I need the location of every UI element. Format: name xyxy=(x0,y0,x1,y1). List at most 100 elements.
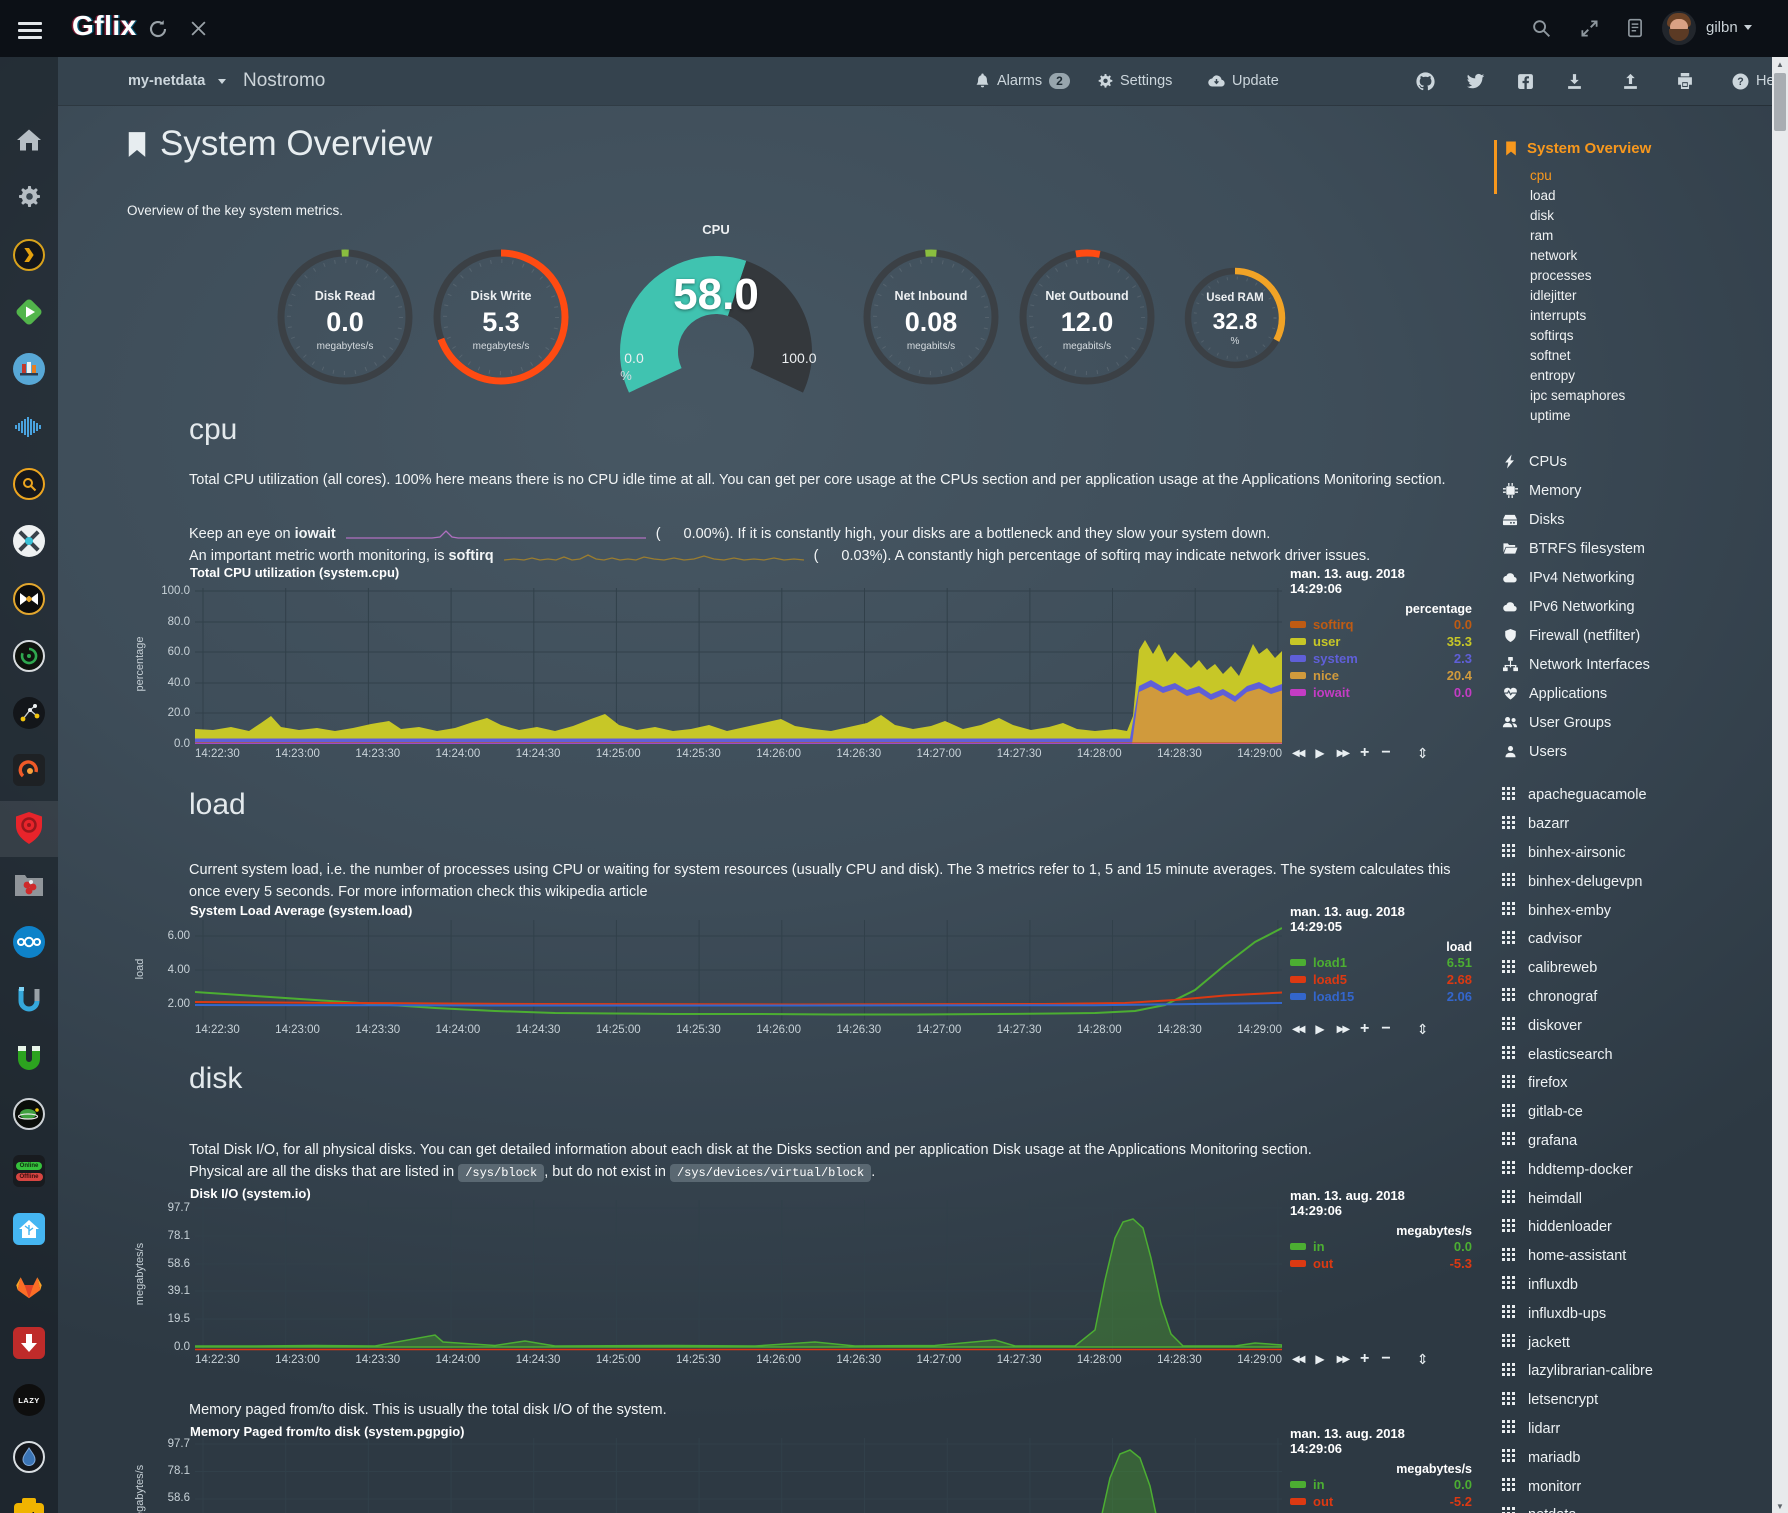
section-heading-disk[interactable]: disk xyxy=(189,1062,243,1095)
legend-entry[interactable]: in 0.0 xyxy=(1290,1238,1472,1255)
cpu-chart-plot[interactable] xyxy=(195,588,1282,744)
settings-gear-icon[interactable] xyxy=(11,179,47,215)
wikipedia-link[interactable]: this wikipedia article xyxy=(518,883,648,900)
search-icon[interactable] xyxy=(1532,19,1551,38)
menu-app-item[interactable]: binhex-emby xyxy=(1502,896,1776,925)
disk-chart-plot[interactable] xyxy=(195,1200,1282,1352)
fullscreen-icon[interactable] xyxy=(1580,19,1599,38)
menu-app-item[interactable]: apacheguacamole xyxy=(1502,781,1776,810)
menu-section-item[interactable]: Network Interfaces xyxy=(1502,650,1776,679)
library-icon[interactable] xyxy=(11,351,47,387)
menu-sub-item[interactable]: network xyxy=(1530,248,1578,263)
avatar[interactable] xyxy=(1662,11,1696,45)
sabnzbd-icon[interactable]: sab xyxy=(11,1497,47,1513)
load-chart-plot[interactable] xyxy=(195,920,1282,1020)
pan-backward-button[interactable]: ◀◀ xyxy=(1292,1353,1305,1365)
menu-sub-item[interactable]: entropy xyxy=(1530,368,1576,383)
turtle-app-icon[interactable] xyxy=(11,1096,47,1132)
menu-app-item[interactable]: monitorr xyxy=(1502,1472,1776,1501)
menu-app-item[interactable]: grafana xyxy=(1502,1127,1776,1156)
scroll-down-arrow[interactable]: ▼ xyxy=(1776,1501,1784,1511)
menu-app-item[interactable]: lazylibrarian-calibre xyxy=(1502,1357,1776,1386)
menu-section-system-overview[interactable]: System Overview xyxy=(1490,140,1776,157)
nextcloud-icon[interactable] xyxy=(11,924,47,960)
gitlab-icon[interactable] xyxy=(11,1268,47,1304)
twitter-button[interactable] xyxy=(1466,57,1485,105)
zoom-out-button[interactable]: − xyxy=(1381,1020,1391,1037)
menu-app-item[interactable]: elasticsearch xyxy=(1502,1040,1776,1069)
menu-app-item[interactable]: netdata xyxy=(1502,1501,1776,1513)
unifi-icon[interactable] xyxy=(11,982,47,1018)
app-title[interactable]: Gflix xyxy=(72,10,137,41)
menu-section-item[interactable]: Memory xyxy=(1502,476,1776,505)
monitorr-icon[interactable]: Online Offline xyxy=(11,1153,47,1189)
menu-app-item[interactable]: bazarr xyxy=(1502,810,1776,839)
pan-forward-button[interactable]: ▶▶ xyxy=(1336,1353,1350,1365)
resize-handle[interactable]: ⇕ xyxy=(1416,744,1429,761)
print-button[interactable] xyxy=(1676,57,1694,105)
menu-app-item[interactable]: mariadb xyxy=(1502,1443,1776,1472)
menu-app-item[interactable]: jackett xyxy=(1502,1328,1776,1357)
zoom-in-button[interactable]: + xyxy=(1360,744,1370,761)
menu-sub-item[interactable]: softirqs xyxy=(1530,328,1574,343)
home-icon[interactable] xyxy=(11,122,47,158)
menu-sub-item[interactable]: cpu xyxy=(1530,168,1552,183)
zoom-out-button[interactable]: − xyxy=(1381,1350,1391,1367)
changelog-icon[interactable] xyxy=(1626,18,1644,38)
legend-entry[interactable]: out -5.3 xyxy=(1290,1255,1472,1272)
menu-app-item[interactable]: binhex-delugevpn xyxy=(1502,867,1776,896)
legend-entry[interactable]: user 35.3 xyxy=(1290,633,1472,650)
menu-app-item[interactable]: gitlab-ce xyxy=(1502,1098,1776,1127)
section-heading-cpu[interactable]: cpu xyxy=(189,413,238,446)
menu-sub-item[interactable]: ram xyxy=(1530,228,1554,243)
update-button[interactable]: Update xyxy=(1208,57,1279,105)
pgpgio-chart-plot[interactable] xyxy=(195,1438,1282,1513)
zoom-out-button[interactable]: − xyxy=(1381,744,1391,761)
deluge-icon[interactable] xyxy=(11,1439,47,1475)
menu-section-item[interactable]: User Groups xyxy=(1502,708,1776,737)
play-button[interactable]: ▶ xyxy=(1315,1352,1325,1366)
plex-icon[interactable] xyxy=(11,237,47,273)
resize-handle[interactable]: ⇕ xyxy=(1416,1020,1429,1037)
pan-forward-button[interactable]: ▶▶ xyxy=(1336,1023,1350,1035)
hamburger-menu-icon[interactable] xyxy=(18,18,42,43)
magnet-icon[interactable] xyxy=(11,1039,47,1075)
menu-sub-item[interactable]: interrupts xyxy=(1530,308,1587,323)
scrollbar-thumb[interactable] xyxy=(1774,73,1786,131)
menu-sub-item[interactable]: processes xyxy=(1530,268,1592,283)
section-heading-load[interactable]: load xyxy=(189,788,246,821)
grapes-folder-icon[interactable] xyxy=(11,867,47,903)
menu-sub-item[interactable]: softnet xyxy=(1530,348,1571,363)
scrollbar[interactable]: ▲ ▼ xyxy=(1772,57,1788,1513)
menu-app-item[interactable]: chronograf xyxy=(1502,983,1776,1012)
refresh-icon[interactable] xyxy=(148,19,168,39)
menu-section-item[interactable]: CPUs xyxy=(1502,447,1776,476)
menu-section-item[interactable]: Users xyxy=(1502,737,1776,766)
user-menu[interactable]: gilbn xyxy=(1706,19,1752,37)
zoom-in-button[interactable]: + xyxy=(1360,1350,1370,1367)
settings-button[interactable]: Settings xyxy=(1098,57,1172,105)
home-assistant-icon[interactable] xyxy=(11,1211,47,1247)
netdata-server-dropdown[interactable]: my-netdata xyxy=(128,57,227,105)
menu-sub-item[interactable]: idlejitter xyxy=(1530,288,1577,303)
menu-app-item[interactable]: influxdb-ups xyxy=(1502,1299,1776,1328)
menu-app-item[interactable]: home-assistant xyxy=(1502,1242,1776,1271)
menu-section-item[interactable]: Applications xyxy=(1502,679,1776,708)
menu-section-item[interactable]: IPv6 Networking xyxy=(1502,592,1776,621)
menu-app-item[interactable]: letsencrypt xyxy=(1502,1386,1776,1415)
legend-entry[interactable]: in 0.0 xyxy=(1290,1476,1472,1493)
play-button[interactable]: ▶ xyxy=(1315,746,1325,760)
menu-sub-item[interactable]: uptime xyxy=(1530,408,1571,423)
jackett-icon[interactable] xyxy=(11,466,47,502)
legend-entry[interactable]: out -5.2 xyxy=(1290,1493,1472,1510)
emby-icon[interactable] xyxy=(11,294,47,330)
close-icon[interactable] xyxy=(190,20,207,37)
menu-app-item[interactable]: influxdb xyxy=(1502,1271,1776,1300)
menu-sub-item[interactable]: load xyxy=(1530,188,1556,203)
menu-app-item[interactable]: binhex-airsonic xyxy=(1502,839,1776,868)
pan-backward-button[interactable]: ◀◀ xyxy=(1292,747,1305,759)
menu-app-item[interactable]: cadvisor xyxy=(1502,925,1776,954)
legend-entry[interactable]: load5 2.68 xyxy=(1290,971,1472,988)
menu-section-item[interactable]: IPv4 Networking xyxy=(1502,563,1776,592)
legend-entry[interactable]: load1 6.51 xyxy=(1290,954,1472,971)
